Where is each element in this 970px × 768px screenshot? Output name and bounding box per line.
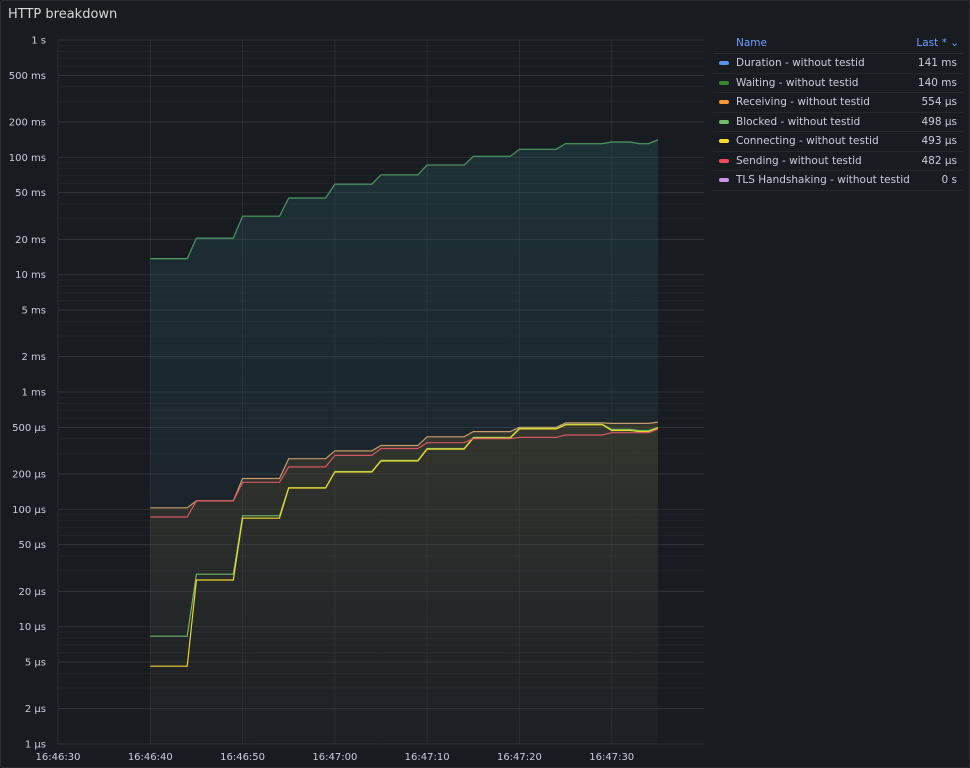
y-tick-label: 20 ms [15,235,46,246]
legend-last-sort-header[interactable]: Last * ⌄ [916,37,959,49]
y-tick-label: 10 ms [15,270,46,281]
legend-swatch-icon [719,158,729,163]
legend-item[interactable]: Receiving - without testid 554 µs [713,93,963,113]
panel-title: HTTP breakdown [8,7,118,22]
legend-swatch-icon [719,61,729,65]
y-tick-label: 100 µs [12,505,46,516]
legend-item-name: Receiving - without testid [736,96,870,108]
legend-swatch-icon [719,100,729,104]
y-tick-label: 200 µs [12,470,46,481]
legend-item-name: Duration - without testid [736,57,865,69]
legend-item-name: Connecting - without testid [736,135,879,147]
legend-item-value: 498 µs [921,115,957,128]
y-tick-label: 5 ms [22,305,47,316]
legend-item-name: TLS Handshaking - without testid [736,174,910,186]
legend-item-value: 141 ms [917,57,957,69]
legend-item[interactable]: Sending - without testid 482 µs [713,152,963,171]
series-line-connecting [150,424,659,667]
legend-header: Name Last * ⌄ [713,33,963,54]
legend: Name Last * ⌄ Duration - without testid 1… [713,33,963,191]
legend-item-name: Sending - without testid [736,154,862,167]
y-tick-label: 100 ms [9,153,46,164]
y-tick-label: 1 ms [22,388,47,399]
legend-item-name: Waiting - without testid [736,76,859,89]
legend-swatch-icon [719,80,729,85]
legend-item-value: 493 µs [921,135,957,147]
legend-item-value: 482 µs [921,154,957,167]
y-tick-label: 200 ms [9,118,46,129]
legend-item-value: 0 s [941,174,958,186]
legend-swatch-icon [719,178,729,182]
x-tick-label: 16:46:40 [128,752,173,763]
y-tick-label: 2 ms [22,352,47,363]
legend-item[interactable]: Connecting - without testid 493 µs [713,132,963,152]
x-tick-label: 16:47:10 [405,752,450,763]
series-line-receiving [150,421,658,509]
y-tick-label: 1 µs [25,740,46,751]
y-tick-label: 500 µs [12,423,46,434]
legend-item[interactable]: Duration - without testid 141 ms [713,54,963,74]
x-tick-label: 16:46:50 [220,752,265,763]
legend-swatch-icon [719,139,729,143]
legend-item-name: Blocked - without testid [736,115,861,128]
y-tick-label: 50 µs [19,540,46,551]
y-tick-label: 20 µs [19,587,46,598]
legend-item[interactable]: TLS Handshaking - without testid 0 s [713,171,963,191]
y-tick-label: 5 µs [25,657,46,668]
legend-item-value: 140 ms [917,76,957,89]
legend-item[interactable]: Waiting - without testid 140 ms [713,74,963,93]
legend-name-header[interactable]: Name [736,37,767,49]
y-tick-label: 500 ms [9,71,46,82]
legend-item[interactable]: Blocked - without testid 498 µs [713,113,963,132]
y-tick-label: 2 µs [25,704,46,715]
legend-swatch-icon [719,119,729,124]
y-tick-label: 50 ms [15,188,46,199]
x-tick-label: 16:47:20 [497,752,542,763]
y-tick-label: 1 s [31,36,46,47]
lower-series-area-fill [150,422,658,744]
x-tick-label: 16:47:00 [312,752,357,763]
series-line-waiting [150,139,659,260]
series-line-sending [150,428,659,518]
y-tick-label: 10 µs [19,622,46,633]
legend-item-value: 554 µs [921,96,957,108]
x-tick-label: 16:46:30 [36,752,81,763]
x-tick-label: 16:47:30 [589,752,634,763]
